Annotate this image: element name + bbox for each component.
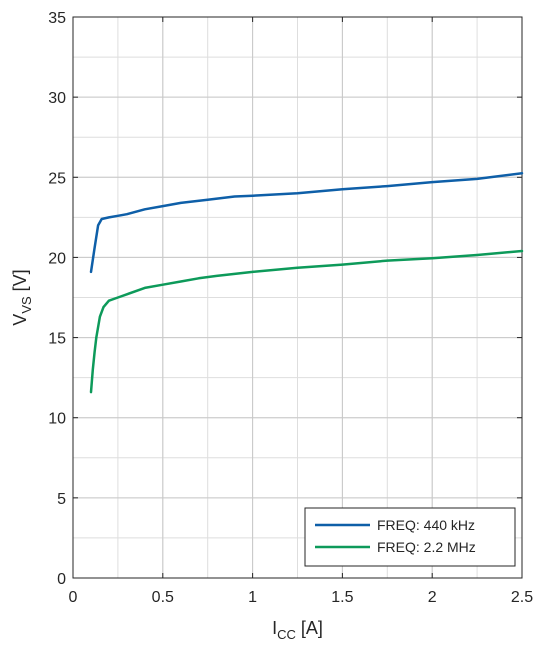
x-axis-label-unit: [A]	[296, 618, 323, 638]
x-tick-label: 0	[69, 589, 78, 606]
tick-labels: 0 0.5 1 1.5 2 2.5 0 5 10 15 20 25 30 35	[48, 10, 533, 606]
grid	[72, 16, 523, 579]
legend-label-440khz: FREQ: 440 kHz	[377, 517, 475, 533]
y-tick-label: 30	[48, 90, 66, 107]
y-tick-label: 0	[57, 571, 66, 588]
plot-area-frame	[72, 16, 523, 579]
y-axis-label: VVS [V]	[10, 269, 34, 325]
y-tick-label: 15	[48, 331, 66, 348]
legend-box	[304, 507, 516, 567]
x-tick-label: 2	[428, 589, 437, 606]
legend-label-2-2mhz: FREQ: 2.2 MHz	[377, 539, 476, 555]
x-axis-label-subscript: CC	[277, 627, 296, 642]
y-tick-label: 5	[57, 491, 66, 508]
x-tick-label: 1.5	[331, 589, 353, 606]
series-line-0	[89, 172, 524, 274]
y-tick-label: 25	[48, 170, 66, 187]
x-axis-label-main: I	[272, 618, 277, 638]
series-line-1	[89, 249, 524, 394]
x-tick-label: 2.5	[511, 589, 533, 606]
y-tick-label: 35	[48, 10, 66, 27]
y-tick-label: 20	[48, 250, 66, 267]
y-axis-label-subscript: VS	[19, 296, 34, 314]
x-tick-label: 0.5	[152, 589, 174, 606]
y-axis-label-unit: [V]	[10, 269, 30, 296]
legend: FREQ: 440 kHz FREQ: 2.2 MHz	[304, 507, 516, 567]
x-tick-label: 1	[248, 589, 257, 606]
y-tick-label: 10	[48, 411, 66, 428]
y-axis-label-main: V	[10, 314, 30, 326]
x-axis-label: ICC [A]	[272, 618, 323, 642]
series-layer	[89, 172, 524, 394]
